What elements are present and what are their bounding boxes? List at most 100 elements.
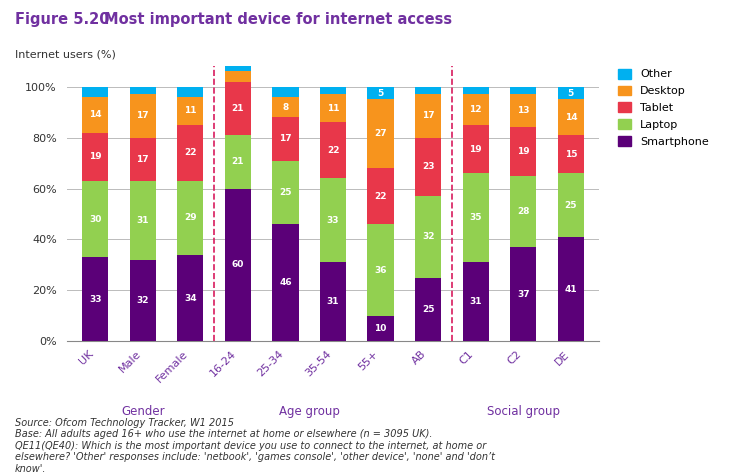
Bar	[82, 133, 108, 181]
Text: 35: 35	[469, 213, 482, 222]
Bar	[82, 87, 108, 97]
Text: 17: 17	[422, 111, 434, 120]
Text: 32: 32	[136, 296, 149, 305]
Bar	[272, 97, 298, 117]
Text: 15: 15	[565, 150, 577, 159]
Bar	[558, 87, 584, 100]
Text: 10: 10	[374, 324, 387, 333]
Text: 21: 21	[232, 157, 244, 166]
Text: Most important device for internet access: Most important device for internet acces…	[104, 12, 451, 27]
Bar	[368, 316, 394, 341]
Text: 32: 32	[422, 232, 434, 241]
Bar	[272, 161, 298, 224]
Text: Figure 5.20: Figure 5.20	[15, 12, 110, 27]
Text: 19: 19	[517, 147, 530, 156]
Text: 22: 22	[327, 146, 339, 155]
Bar	[320, 178, 346, 263]
Bar	[558, 135, 584, 173]
Bar	[130, 181, 156, 260]
Bar	[82, 97, 108, 133]
Bar	[462, 173, 489, 263]
Bar	[368, 87, 394, 100]
Text: 46: 46	[279, 278, 292, 287]
Text: 13: 13	[517, 106, 530, 115]
Text: 33: 33	[327, 216, 339, 225]
Text: 14: 14	[89, 110, 101, 119]
Bar	[510, 94, 536, 128]
Text: 5: 5	[377, 89, 384, 98]
Text: 37: 37	[517, 290, 530, 299]
Bar	[130, 94, 156, 137]
Text: 5: 5	[568, 89, 574, 98]
Bar	[272, 87, 298, 97]
Bar	[510, 87, 536, 94]
Text: 14: 14	[565, 113, 577, 122]
Text: 34: 34	[184, 293, 197, 302]
Bar	[558, 100, 584, 135]
Bar	[462, 87, 489, 94]
Text: 31: 31	[327, 297, 339, 306]
Text: 25: 25	[279, 188, 292, 197]
Bar	[320, 94, 346, 122]
Bar	[415, 196, 441, 278]
Bar	[177, 125, 204, 181]
Text: 12: 12	[469, 105, 482, 114]
Text: 25: 25	[422, 305, 434, 314]
Bar	[510, 247, 536, 341]
Bar	[130, 137, 156, 181]
Text: Age group: Age group	[279, 405, 340, 418]
Bar	[320, 87, 346, 94]
Text: 60: 60	[232, 260, 244, 269]
Bar	[177, 87, 204, 97]
Bar	[368, 224, 394, 316]
Text: 17: 17	[279, 135, 292, 144]
Bar	[225, 82, 251, 135]
Bar	[415, 94, 441, 137]
Bar	[225, 189, 251, 341]
Text: 21: 21	[232, 104, 244, 113]
Bar	[368, 100, 394, 168]
Text: 19: 19	[469, 145, 482, 154]
Text: Internet users (%): Internet users (%)	[15, 50, 115, 60]
Text: 17: 17	[136, 155, 149, 164]
Text: 31: 31	[136, 216, 149, 225]
Legend: Other, Desktop, Tablet, Laptop, Smartphone: Other, Desktop, Tablet, Laptop, Smartpho…	[616, 66, 711, 149]
Bar	[225, 135, 251, 189]
Bar	[510, 176, 536, 247]
Bar	[130, 87, 156, 94]
Text: Gender: Gender	[121, 405, 164, 418]
Text: 28: 28	[517, 207, 530, 216]
Bar	[462, 263, 489, 341]
Text: 30: 30	[89, 215, 101, 224]
Text: 29: 29	[184, 213, 197, 222]
Text: 19: 19	[89, 152, 101, 161]
Bar	[82, 257, 108, 341]
Bar	[558, 173, 584, 237]
Bar	[462, 94, 489, 125]
Text: 33: 33	[89, 295, 101, 304]
Bar	[415, 137, 441, 196]
Bar	[272, 224, 298, 341]
Text: 25: 25	[565, 201, 577, 210]
Bar	[320, 122, 346, 178]
Bar	[130, 260, 156, 341]
Bar	[177, 181, 204, 255]
Bar	[415, 278, 441, 341]
Text: Source: Ofcom Technology Tracker, W1 2015
Base: All adults aged 16+ who use the : Source: Ofcom Technology Tracker, W1 201…	[15, 418, 495, 474]
Text: 8: 8	[282, 102, 289, 111]
Bar	[82, 181, 108, 257]
Text: 41: 41	[565, 284, 577, 293]
Bar	[272, 117, 298, 161]
Text: 22: 22	[374, 191, 387, 201]
Text: 11: 11	[327, 104, 339, 113]
Bar	[368, 168, 394, 224]
Text: Social group: Social group	[487, 405, 559, 418]
Bar	[177, 255, 204, 341]
Bar	[462, 125, 489, 173]
Bar	[510, 128, 536, 176]
Text: 23: 23	[422, 163, 434, 172]
Text: 36: 36	[374, 265, 387, 274]
Bar	[558, 237, 584, 341]
Text: 27: 27	[374, 129, 387, 138]
Text: 17: 17	[136, 111, 149, 120]
